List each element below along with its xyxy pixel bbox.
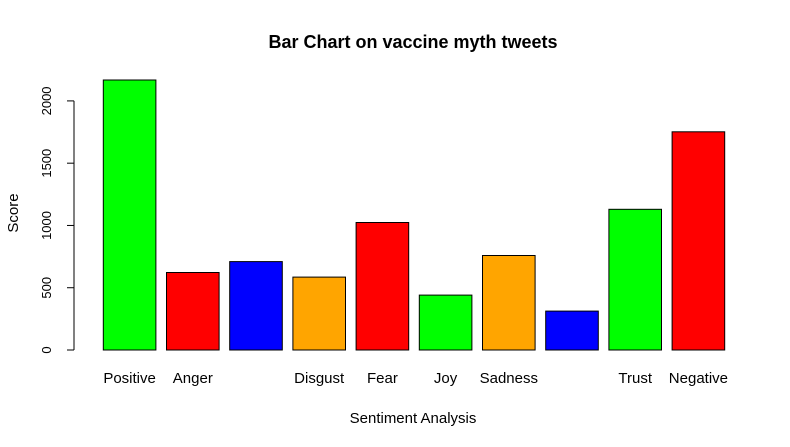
x-tick-label: Joy (434, 370, 458, 387)
x-tick-label: Positive (103, 370, 156, 387)
x-tick-label: Trust (618, 370, 652, 387)
x-tick-label: Sadness (480, 370, 538, 387)
x-tick-label: Disgust (294, 370, 345, 387)
bar (482, 255, 536, 351)
x-tick-label: Anger (173, 370, 213, 387)
bar (292, 276, 346, 351)
y-axis: 0 500 1000 1500 2000 (39, 86, 75, 354)
bar (102, 79, 157, 351)
bar (545, 310, 599, 351)
x-tick-label: Fear (367, 370, 398, 387)
y-axis-label: Score (5, 193, 22, 232)
y-tick-label: 1000 (39, 211, 54, 240)
bar (229, 261, 283, 351)
y-tick-label: 500 (39, 277, 54, 299)
x-tick-label: Negative (669, 370, 728, 387)
bar (671, 131, 726, 351)
bars (102, 79, 726, 351)
x-tick-labels: Positive Anger Disgust Fear Joy Sadness Trust N… (103, 370, 728, 387)
y-tick-label: 1500 (39, 149, 54, 178)
bar (608, 208, 663, 351)
bar (418, 294, 473, 351)
y-tick-label: 0 (39, 346, 54, 353)
y-tick-label: 2000 (39, 86, 54, 115)
x-axis-label: Sentiment Analysis (350, 410, 477, 427)
bar (355, 222, 410, 351)
bar (166, 272, 220, 351)
chart-title: Bar Chart on vaccine myth tweets (268, 32, 557, 52)
